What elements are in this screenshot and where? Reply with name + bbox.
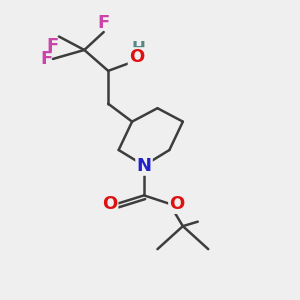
Text: H: H bbox=[131, 40, 145, 58]
Text: N: N bbox=[136, 157, 152, 175]
Text: F: F bbox=[41, 50, 53, 68]
Text: O: O bbox=[102, 195, 117, 213]
Text: F: F bbox=[98, 14, 110, 32]
Text: O: O bbox=[169, 195, 185, 213]
Text: O: O bbox=[129, 48, 144, 66]
Text: F: F bbox=[47, 37, 59, 55]
